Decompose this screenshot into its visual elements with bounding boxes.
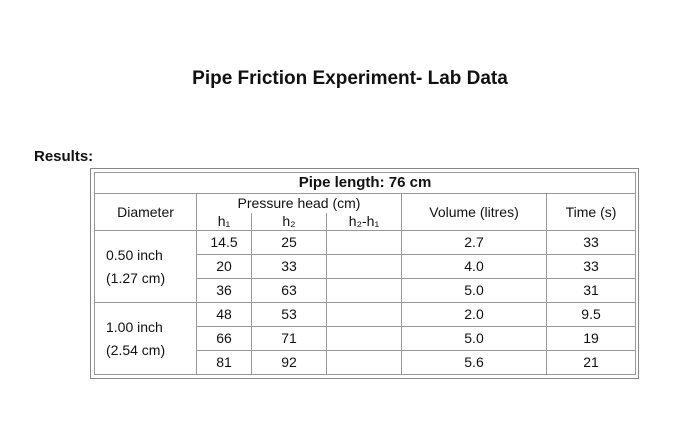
h1-cell: 20 <box>196 254 252 279</box>
time-cell: 33 <box>545 254 637 279</box>
h2-cell: 25 <box>251 230 327 255</box>
lab-data-table: Pipe length: 76 cm Diameter Pressure hea… <box>93 172 637 375</box>
h1-cell: 36 <box>196 278 252 303</box>
table-row: 0.50 inch (1.27 cm) 14.5 25 2.7 33 <box>94 230 637 303</box>
volume-cell: 5.6 <box>401 350 547 375</box>
h2-minus-h1-header: h₂-h₁ <box>326 213 402 231</box>
diameter-cell: 0.50 inch (1.27 cm) <box>94 230 197 303</box>
diameter-cm: (1.27 cm) <box>106 269 166 286</box>
h2-minus-h1-cell <box>326 278 402 303</box>
table-row: 81 92 5.6 21 <box>95 350 637 375</box>
time-cell: 31 <box>545 278 637 303</box>
volume-cell: 5.0 <box>401 326 547 351</box>
volume-header: Volume (litres) <box>401 193 547 231</box>
diameter-cell: 1.00 inch (2.54 cm) <box>94 302 197 375</box>
diameter-cm: (2.54 cm) <box>106 341 166 358</box>
diameter-inch: 1.00 inch <box>106 319 163 336</box>
h1-cell: 14.5 <box>196 230 252 255</box>
h1-cell: 66 <box>196 326 252 351</box>
h2-cell: 71 <box>251 326 327 351</box>
time-cell: 33 <box>545 230 637 255</box>
results-label: Results: <box>34 148 94 165</box>
volume-cell: 2.7 <box>401 230 547 255</box>
volume-cell: 4.0 <box>401 254 547 279</box>
h1-cell: 48 <box>196 302 252 327</box>
h2-cell: 53 <box>251 302 327 327</box>
time-cell: 19 <box>545 326 637 351</box>
h2-cell: 63 <box>251 278 327 303</box>
time-cell: 21 <box>545 350 637 375</box>
h2-minus-h1-cell <box>326 230 402 255</box>
h2-minus-h1-cell <box>326 302 402 327</box>
h2-header: h₂ <box>251 213 327 231</box>
h2-minus-h1-cell <box>326 254 402 279</box>
h2-cell: 92 <box>251 350 327 375</box>
h1-cell: 81 <box>196 350 252 375</box>
volume-cell: 5.0 <box>401 278 547 303</box>
diameter-inch: 0.50 inch <box>106 247 163 264</box>
volume-cell: 2.0 <box>401 302 547 327</box>
table-row: 36 63 5.0 31 <box>95 278 637 303</box>
pipe-length-header: Pipe length: 76 cm <box>93 172 637 194</box>
page-title: Pipe Friction Experiment- Lab Data <box>192 68 508 89</box>
diameter-header: Diameter <box>94 193 197 231</box>
h2-cell: 33 <box>251 254 327 279</box>
h2-minus-h1-cell <box>326 350 402 375</box>
table-row: 1.00 inch (2.54 cm) 48 53 2.0 9.5 <box>94 302 637 375</box>
pressure-head-header: Pressure head (cm) <box>196 193 402 213</box>
table-row: 66 71 5.0 19 <box>95 326 637 351</box>
lab-data-table-frame: Pipe length: 76 cm Diameter Pressure hea… <box>90 168 639 379</box>
time-header: Time (s) <box>545 193 637 231</box>
h1-header: h₁ <box>196 213 252 231</box>
table-row: 20 33 4.0 33 <box>95 254 637 279</box>
h2-minus-h1-cell <box>326 326 402 351</box>
time-cell: 9.5 <box>545 302 637 327</box>
